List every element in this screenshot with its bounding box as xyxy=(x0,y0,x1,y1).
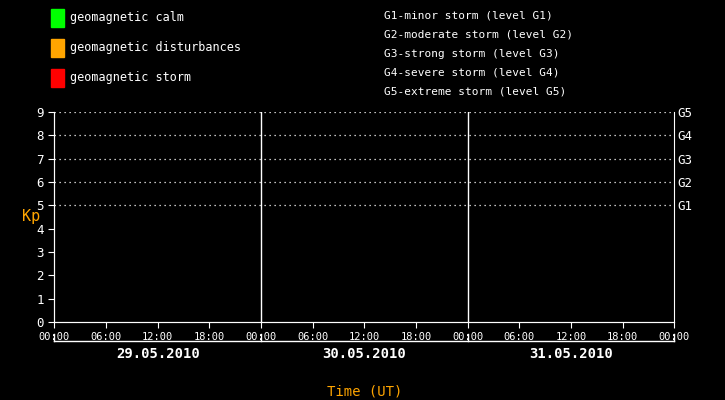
Text: Time (UT): Time (UT) xyxy=(327,384,402,398)
Text: G5-extreme storm (level G5): G5-extreme storm (level G5) xyxy=(384,86,566,96)
Y-axis label: Kp: Kp xyxy=(22,210,40,224)
Text: 30.05.2010: 30.05.2010 xyxy=(323,347,406,361)
Text: geomagnetic storm: geomagnetic storm xyxy=(70,72,191,84)
Text: G3-strong storm (level G3): G3-strong storm (level G3) xyxy=(384,49,560,59)
Text: G2-moderate storm (level G2): G2-moderate storm (level G2) xyxy=(384,30,573,40)
Text: geomagnetic disturbances: geomagnetic disturbances xyxy=(70,42,241,54)
Text: 31.05.2010: 31.05.2010 xyxy=(529,347,613,361)
Text: 29.05.2010: 29.05.2010 xyxy=(116,347,199,361)
Text: geomagnetic calm: geomagnetic calm xyxy=(70,12,183,24)
Text: G4-severe storm (level G4): G4-severe storm (level G4) xyxy=(384,68,560,78)
Text: G1-minor storm (level G1): G1-minor storm (level G1) xyxy=(384,11,553,21)
